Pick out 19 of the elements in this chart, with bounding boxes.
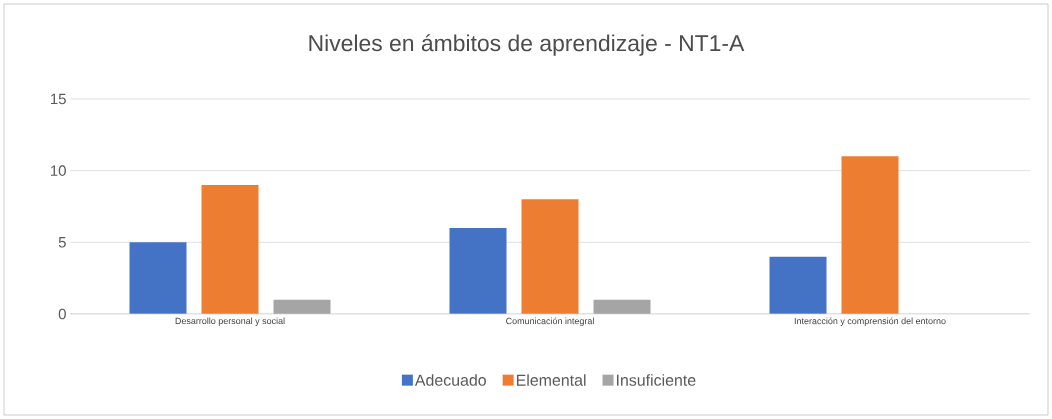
chart-title: Niveles en ámbitos de aprendizaje - NT1-A — [309, 34, 745, 56]
bar — [449, 228, 507, 314]
legend-label: Elemental — [516, 374, 586, 386]
x-tick-label: Desarrollo personal y social — [175, 317, 285, 326]
y-tick-label: 5 — [58, 237, 66, 248]
bar — [129, 242, 187, 314]
y-tick-label: 15 — [51, 93, 66, 105]
bar — [593, 299, 651, 314]
bar — [769, 256, 827, 314]
legend-label: Insuficiente — [616, 374, 696, 386]
bar — [841, 156, 899, 314]
bar — [521, 199, 579, 314]
y-tick-label: 0 — [58, 308, 66, 320]
y-tick-label: 10 — [51, 165, 66, 176]
bar — [273, 299, 331, 314]
x-tick-label: Interacción y comprensión del entorno — [794, 317, 946, 326]
legend-label: Adecuado — [414, 374, 486, 386]
bar — [201, 185, 259, 314]
x-tick-label: Comunicación integral — [506, 317, 594, 326]
